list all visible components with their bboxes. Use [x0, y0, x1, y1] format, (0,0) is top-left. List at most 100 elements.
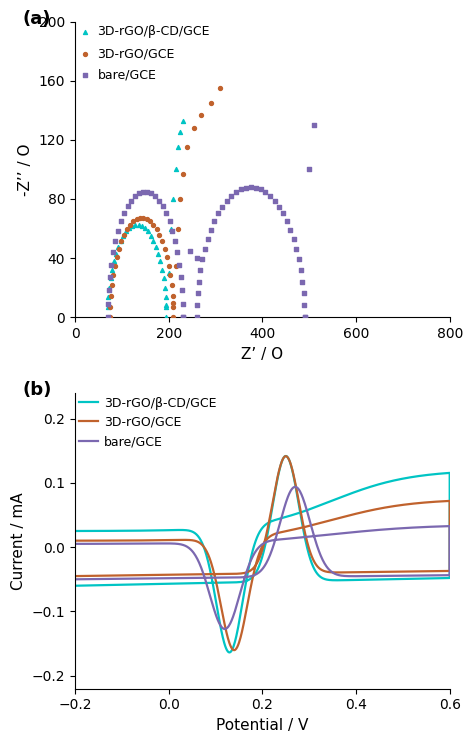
bare/GCE [179, 298, 186, 310]
bare/GCE [120, 208, 128, 219]
3D-rGO/β-CD/GCE [172, 164, 180, 176]
bare/GCE [194, 287, 201, 299]
3D-rGO/β-CD/GCE [105, 292, 112, 304]
bare/GCE [105, 284, 112, 296]
3D-rGO/GCE [168, 280, 175, 292]
3D-rGO/β-CD/GCE [412, 574, 418, 583]
bare/GCE [136, 187, 143, 199]
3D-rGO/GCE [109, 269, 117, 281]
3D-rGO/GCE [305, 522, 310, 530]
3D-rGO/GCE [206, 570, 212, 579]
Legend: 3D-rGO/β-CD/GCE, 3D-rGO/GCE, bare/GCE: 3D-rGO/β-CD/GCE, 3D-rGO/GCE, bare/GCE [79, 397, 216, 448]
3D-rGO/GCE [72, 536, 78, 545]
bare/GCE [295, 254, 303, 266]
bare/GCE [305, 164, 313, 176]
3D-rGO/GCE [107, 301, 114, 312]
Line: bare/GCE: bare/GCE [75, 487, 450, 629]
bare/GCE [131, 190, 139, 202]
3D-rGO/GCE [143, 213, 151, 225]
3D-rGO/GCE [163, 251, 171, 263]
3D-rGO/β-CD/GCE [104, 311, 111, 323]
3D-rGO/β-CD/GCE [144, 225, 152, 237]
Y-axis label: -Z’’ / O: -Z’’ / O [18, 143, 33, 196]
bare/GCE [300, 287, 307, 299]
3D-rGO/β-CD/GCE [119, 230, 127, 242]
bare/GCE [283, 215, 291, 227]
3D-rGO/GCE [179, 168, 187, 180]
3D-rGO/β-CD/GCE [163, 311, 170, 323]
bare/GCE [222, 624, 228, 633]
3D-rGO/β-CD/GCE [206, 579, 212, 588]
3D-rGO/β-CD/GCE [305, 505, 310, 514]
bare/GCE [204, 233, 211, 245]
3D-rGO/β-CD/GCE [132, 219, 139, 231]
3D-rGO/β-CD/GCE [150, 235, 157, 247]
3D-rGO/GCE [177, 193, 184, 205]
bare/GCE [301, 311, 308, 323]
3D-rGO/GCE [191, 122, 198, 134]
bare/GCE [206, 574, 212, 583]
bare/GCE [155, 195, 163, 207]
bare/GCE [193, 299, 201, 311]
3D-rGO/β-CD/GCE [122, 225, 130, 237]
bare/GCE [262, 186, 269, 198]
Legend: 3D-rGO/β-CD/GCE, 3D-rGO/GCE, bare/GCE: 3D-rGO/β-CD/GCE, 3D-rGO/GCE, bare/GCE [79, 25, 210, 82]
3D-rGO/GCE [119, 536, 125, 545]
bare/GCE [247, 182, 255, 193]
3D-rGO/β-CD/GCE [177, 126, 184, 138]
bare/GCE [301, 299, 308, 311]
3D-rGO/GCE [169, 290, 176, 302]
3D-rGO/GCE [231, 646, 237, 655]
bare/GCE [152, 190, 159, 202]
3D-rGO/β-CD/GCE [158, 263, 166, 275]
bare/GCE [119, 539, 125, 548]
bare/GCE [197, 264, 204, 276]
bare/GCE [438, 522, 444, 531]
3D-rGO/GCE [133, 213, 140, 225]
bare/GCE [290, 233, 297, 245]
3D-rGO/GCE [115, 243, 123, 254]
bare/GCE [292, 243, 300, 254]
3D-rGO/GCE [150, 219, 157, 231]
3D-rGO/β-CD/GCE [72, 527, 78, 536]
bare/GCE [287, 224, 294, 236]
bare/GCE [124, 200, 131, 212]
bare/GCE [199, 254, 206, 266]
bare/GCE [179, 311, 187, 323]
3D-rGO/β-CD/GCE [110, 255, 118, 267]
bare/GCE [112, 235, 119, 247]
3D-rGO/β-CD/GCE [72, 581, 78, 590]
3D-rGO/β-CD/GCE [161, 282, 169, 294]
3D-rGO/GCE [153, 223, 160, 235]
bare/GCE [219, 201, 226, 213]
bare/GCE [271, 195, 278, 207]
bare/GCE [310, 119, 318, 131]
3D-rGO/GCE [207, 97, 215, 109]
bare/GCE [252, 182, 259, 193]
bare/GCE [178, 284, 186, 296]
3D-rGO/GCE [136, 212, 144, 224]
3D-rGO/β-CD/GCE [117, 235, 125, 247]
3D-rGO/GCE [167, 269, 174, 281]
3D-rGO/β-CD/GCE [163, 300, 170, 312]
3D-rGO/GCE [126, 219, 134, 231]
3D-rGO/GCE [158, 235, 166, 247]
bare/GCE [279, 208, 287, 219]
bare/GCE [186, 245, 193, 257]
bare/GCE [175, 259, 183, 271]
3D-rGO/β-CD/GCE [114, 241, 122, 253]
bare/GCE [114, 225, 122, 237]
3D-rGO/β-CD/GCE [174, 141, 182, 153]
bare/GCE [72, 539, 78, 548]
3D-rGO/GCE [169, 301, 177, 312]
3D-rGO/β-CD/GCE [156, 255, 164, 267]
bare/GCE [104, 311, 111, 323]
bare/GCE [72, 575, 78, 584]
bare/GCE [412, 571, 418, 580]
3D-rGO/GCE [165, 260, 173, 272]
bare/GCE [171, 235, 179, 247]
bare/GCE [144, 186, 151, 198]
bare/GCE [179, 311, 187, 323]
Line: 3D-rGO/β-CD/GCE: 3D-rGO/β-CD/GCE [75, 456, 450, 652]
3D-rGO/β-CD/GCE [227, 648, 232, 657]
